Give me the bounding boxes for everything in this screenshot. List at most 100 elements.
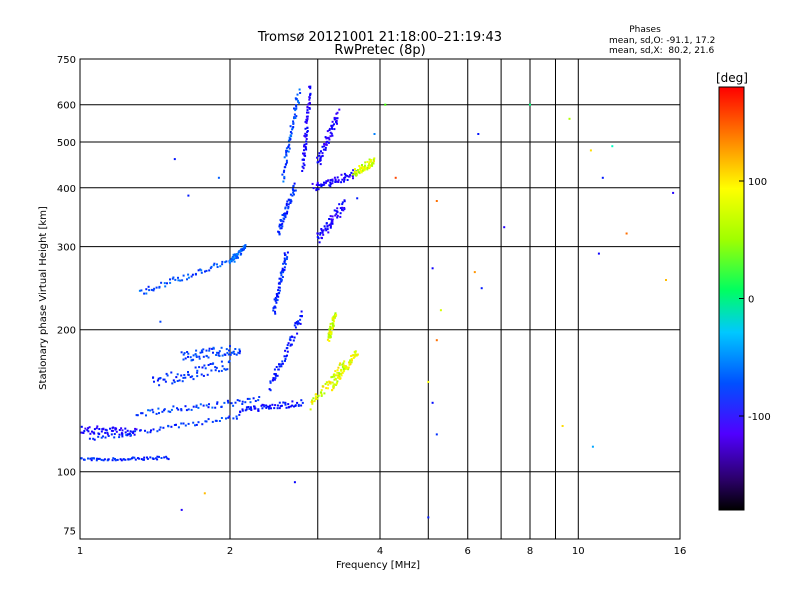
- echo-point: [354, 354, 357, 356]
- echo-point: [281, 362, 284, 365]
- echo-point: [342, 368, 345, 370]
- echo-point: [133, 456, 136, 459]
- echo-point: [341, 365, 344, 368]
- echo-point: [205, 404, 208, 407]
- echo-point: [287, 342, 290, 345]
- echo-point: [350, 361, 353, 364]
- echo-point: [328, 138, 331, 141]
- echo-point: [427, 380, 430, 383]
- echo-point: [366, 166, 369, 169]
- echo-point: [146, 431, 149, 434]
- echo-point: [293, 113, 296, 116]
- echo-point: [253, 405, 255, 408]
- echo-point: [171, 277, 174, 280]
- echo-point: [306, 111, 308, 114]
- echo-point: [212, 351, 214, 354]
- echo-point: [92, 431, 95, 434]
- echo-point: [277, 286, 280, 289]
- echo-point: [87, 430, 90, 433]
- echo-point: [158, 384, 161, 387]
- echo-point: [190, 359, 193, 362]
- echo-point: [324, 136, 327, 139]
- echo-point: [285, 149, 288, 152]
- echo-point: [245, 408, 248, 411]
- echo-point: [283, 257, 286, 260]
- echo-point: [141, 412, 144, 415]
- echo-point: [300, 404, 303, 407]
- echo-point: [337, 366, 340, 369]
- echo-point: [218, 354, 221, 357]
- echo-point: [305, 133, 308, 136]
- echo-point: [137, 457, 139, 460]
- echo-point: [254, 407, 257, 410]
- echo-point: [278, 401, 281, 404]
- echo-point: [226, 368, 229, 371]
- echo-point: [325, 387, 328, 390]
- echo-point: [344, 365, 347, 367]
- echo-point: [298, 101, 300, 104]
- echo-point: [113, 436, 116, 439]
- echo-point: [124, 431, 127, 434]
- echo-point: [236, 253, 239, 256]
- echo-point: [212, 264, 215, 267]
- echo-point: [170, 425, 173, 428]
- echo-point: [140, 289, 143, 292]
- echo-point: [96, 457, 98, 460]
- echo-point: [320, 394, 323, 397]
- echo-point: [268, 405, 271, 408]
- echo-point: [431, 267, 434, 270]
- echo-point: [221, 260, 224, 263]
- echo-point: [312, 397, 315, 400]
- echo-point: [285, 406, 288, 409]
- echo-point: [182, 353, 185, 356]
- echo-point: [278, 277, 281, 280]
- echo-point: [220, 369, 223, 372]
- echo-point: [321, 154, 324, 157]
- echo-point: [339, 215, 342, 218]
- echo-point: [328, 328, 331, 331]
- echo-point: [97, 435, 100, 438]
- echo-point: [136, 414, 139, 417]
- echo-point: [126, 429, 129, 432]
- echo-point: [169, 410, 172, 413]
- echo-point: [331, 327, 334, 330]
- echo-point: [198, 366, 201, 369]
- echo-point: [283, 260, 286, 263]
- echo-point: [301, 165, 304, 168]
- y-tick-label: 300: [57, 243, 76, 254]
- echo-point: [187, 422, 190, 425]
- echo-point: [293, 324, 296, 327]
- echo-point: [119, 458, 122, 461]
- echo-point: [152, 289, 155, 292]
- echo-point: [331, 215, 334, 218]
- echo-point: [200, 271, 203, 274]
- echo-point: [196, 369, 199, 372]
- echo-point: [350, 171, 353, 174]
- echo-point: [343, 365, 346, 368]
- echo-point: [329, 135, 332, 138]
- echo-point: [201, 351, 204, 354]
- echo-point: [332, 318, 334, 321]
- echo-point: [228, 415, 231, 418]
- echo-point: [359, 169, 362, 172]
- echo-point: [80, 431, 83, 434]
- echo-point: [299, 315, 302, 317]
- echo-point: [156, 455, 159, 458]
- echo-point: [336, 180, 338, 183]
- echo-point: [317, 188, 320, 191]
- echo-point: [341, 203, 344, 206]
- echo-point: [208, 403, 210, 406]
- echo-point: [325, 229, 328, 232]
- echo-point: [281, 267, 284, 270]
- echo-point: [254, 400, 257, 402]
- echo-point: [294, 322, 297, 325]
- echo-point: [231, 351, 234, 354]
- echo-point: [102, 428, 105, 431]
- echo-point: [303, 134, 306, 137]
- echo-point: [325, 137, 328, 140]
- echo-point: [212, 362, 215, 365]
- echo-point: [93, 432, 96, 435]
- echo-point: [248, 397, 251, 400]
- echo-point: [89, 457, 92, 460]
- echo-point: [329, 223, 332, 226]
